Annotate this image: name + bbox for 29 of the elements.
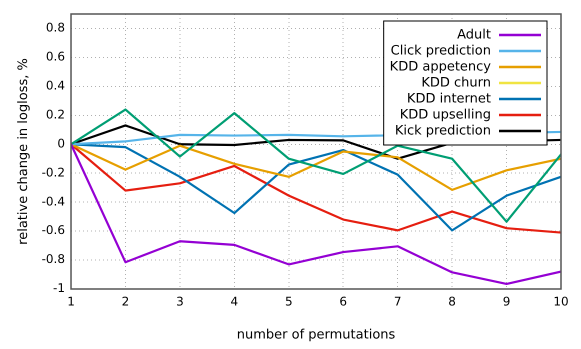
x-tick-label: 8 [448, 294, 456, 308]
y-tick-label: 0.8 [46, 20, 66, 35]
y-tick-label: 0.6 [46, 50, 66, 64]
y-tick-label: 0.2 [46, 107, 66, 122]
x-tick-label: 2 [122, 294, 130, 308]
legend-label: Click prediction [390, 43, 491, 58]
x-tick-label: 4 [230, 294, 238, 308]
legend-label: Adult [457, 27, 491, 42]
x-axis-title: number of permutations [236, 328, 396, 343]
y-tick-label: -0.8 [42, 252, 66, 266]
y-tick-label: 0 [57, 136, 66, 150]
x-tick-label: 5 [284, 294, 293, 308]
legend-label: Kick prediction [394, 123, 491, 138]
legend-label: KDD upselling [400, 107, 491, 122]
x-tick-label: 6 [339, 294, 348, 308]
x-tick-label: 9 [502, 294, 510, 308]
legend-label: KDD churn [421, 75, 491, 90]
legend-label: KDD appetency [390, 59, 492, 74]
y-tick-label: 0.4 [46, 78, 66, 92]
legend-label: KDD internet [406, 91, 491, 106]
y-tick-label: -0.2 [42, 165, 66, 180]
y-tick-label: -0.4 [42, 194, 66, 208]
x-tick-label: 1 [67, 294, 75, 308]
y-tick-label: -0.6 [42, 223, 66, 238]
x-tick-label: 10 [553, 294, 569, 308]
y-axis-title: relative change in logloss, % [16, 58, 32, 245]
y-tick-label: -1 [53, 281, 66, 296]
x-tick-label: 7 [394, 294, 402, 308]
x-tick-label: 3 [176, 294, 184, 308]
